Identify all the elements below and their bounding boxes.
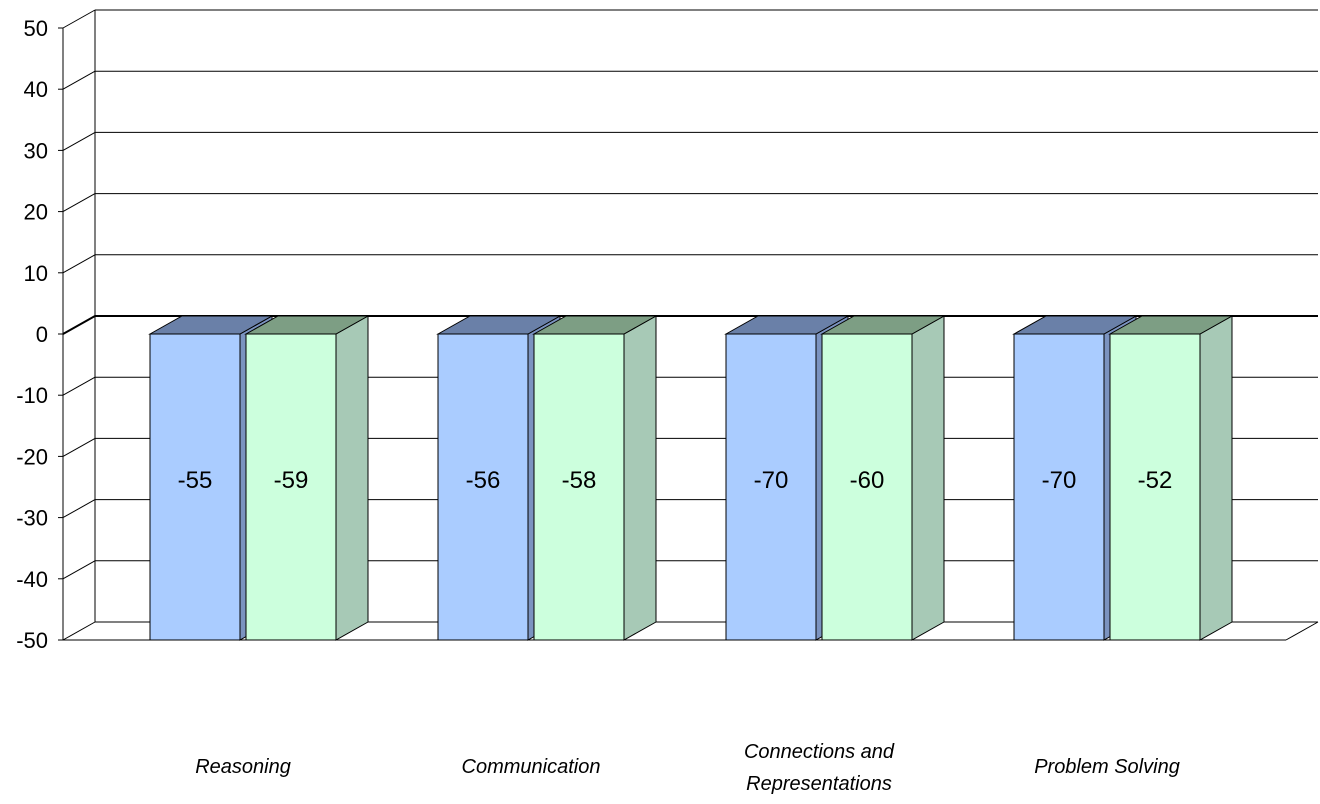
y-axis: 50 40 30 20 10 0 -10 -20 -30 -40 -50 (16, 16, 64, 653)
bar (1108, 315, 1234, 641)
gridline-depth (62, 254, 96, 274)
category-label: Connections and Representations (744, 741, 895, 795)
data-labels: -55 -59 -56 -58 -70 -60 -70 -52 (178, 467, 1173, 494)
y-tick-label: 30 (24, 138, 48, 163)
bar-side-face (911, 315, 945, 641)
floor-edge (1285, 621, 1319, 641)
data-label: -70 (754, 467, 789, 494)
bar-front-face (821, 333, 913, 641)
bar-front-face (1109, 333, 1201, 641)
gridline-depth (62, 376, 96, 396)
data-label: -55 (178, 467, 213, 494)
bar-front-face (1013, 333, 1105, 641)
data-label: -59 (274, 467, 309, 494)
y-tick-label: -30 (16, 506, 48, 531)
gridline-depth (62, 560, 96, 580)
gridline-depth (62, 315, 96, 335)
bar-front-face (533, 333, 625, 641)
category-label: Reasoning (195, 756, 291, 778)
category-label: Problem Solving (1034, 756, 1180, 778)
y-tick-label: -50 (16, 628, 48, 653)
gridline-depth (62, 193, 96, 213)
gridline-depth (62, 621, 96, 641)
y-tick-label: -10 (16, 383, 48, 408)
y-tick-label: 10 (24, 261, 48, 286)
gridline-depth (62, 437, 96, 457)
bar-front-face (149, 333, 241, 641)
bar (820, 315, 946, 641)
bar-side-face (335, 315, 369, 641)
gridline-depth (62, 131, 96, 151)
data-label: -58 (562, 467, 597, 494)
y-tick-label: -20 (16, 444, 48, 469)
bar-front-face (245, 333, 337, 641)
gridline-depth (62, 70, 96, 90)
data-label: -52 (1138, 467, 1173, 494)
data-label: -70 (1042, 467, 1077, 494)
bar-side-face (623, 315, 657, 641)
y-tick-label: 40 (24, 77, 48, 102)
gridline-depth (62, 9, 96, 29)
data-label: -56 (466, 467, 501, 494)
category-labels: Reasoning Communication Connections and Rep… (195, 741, 1180, 795)
y-tick-label: 20 (24, 200, 48, 225)
bars (148, 315, 1234, 641)
category-label: Communication (462, 756, 601, 778)
bar-front-face (725, 333, 817, 641)
bar-front-face (437, 333, 529, 641)
bar-side-face (1199, 315, 1233, 641)
gridline-depth (62, 499, 96, 519)
y-tick-label: -40 (16, 567, 48, 592)
data-label: -60 (850, 467, 885, 494)
y-tick-label: 0 (36, 322, 48, 347)
bar (532, 315, 658, 641)
y-tick-label: 50 (24, 16, 48, 41)
bar (244, 315, 370, 641)
